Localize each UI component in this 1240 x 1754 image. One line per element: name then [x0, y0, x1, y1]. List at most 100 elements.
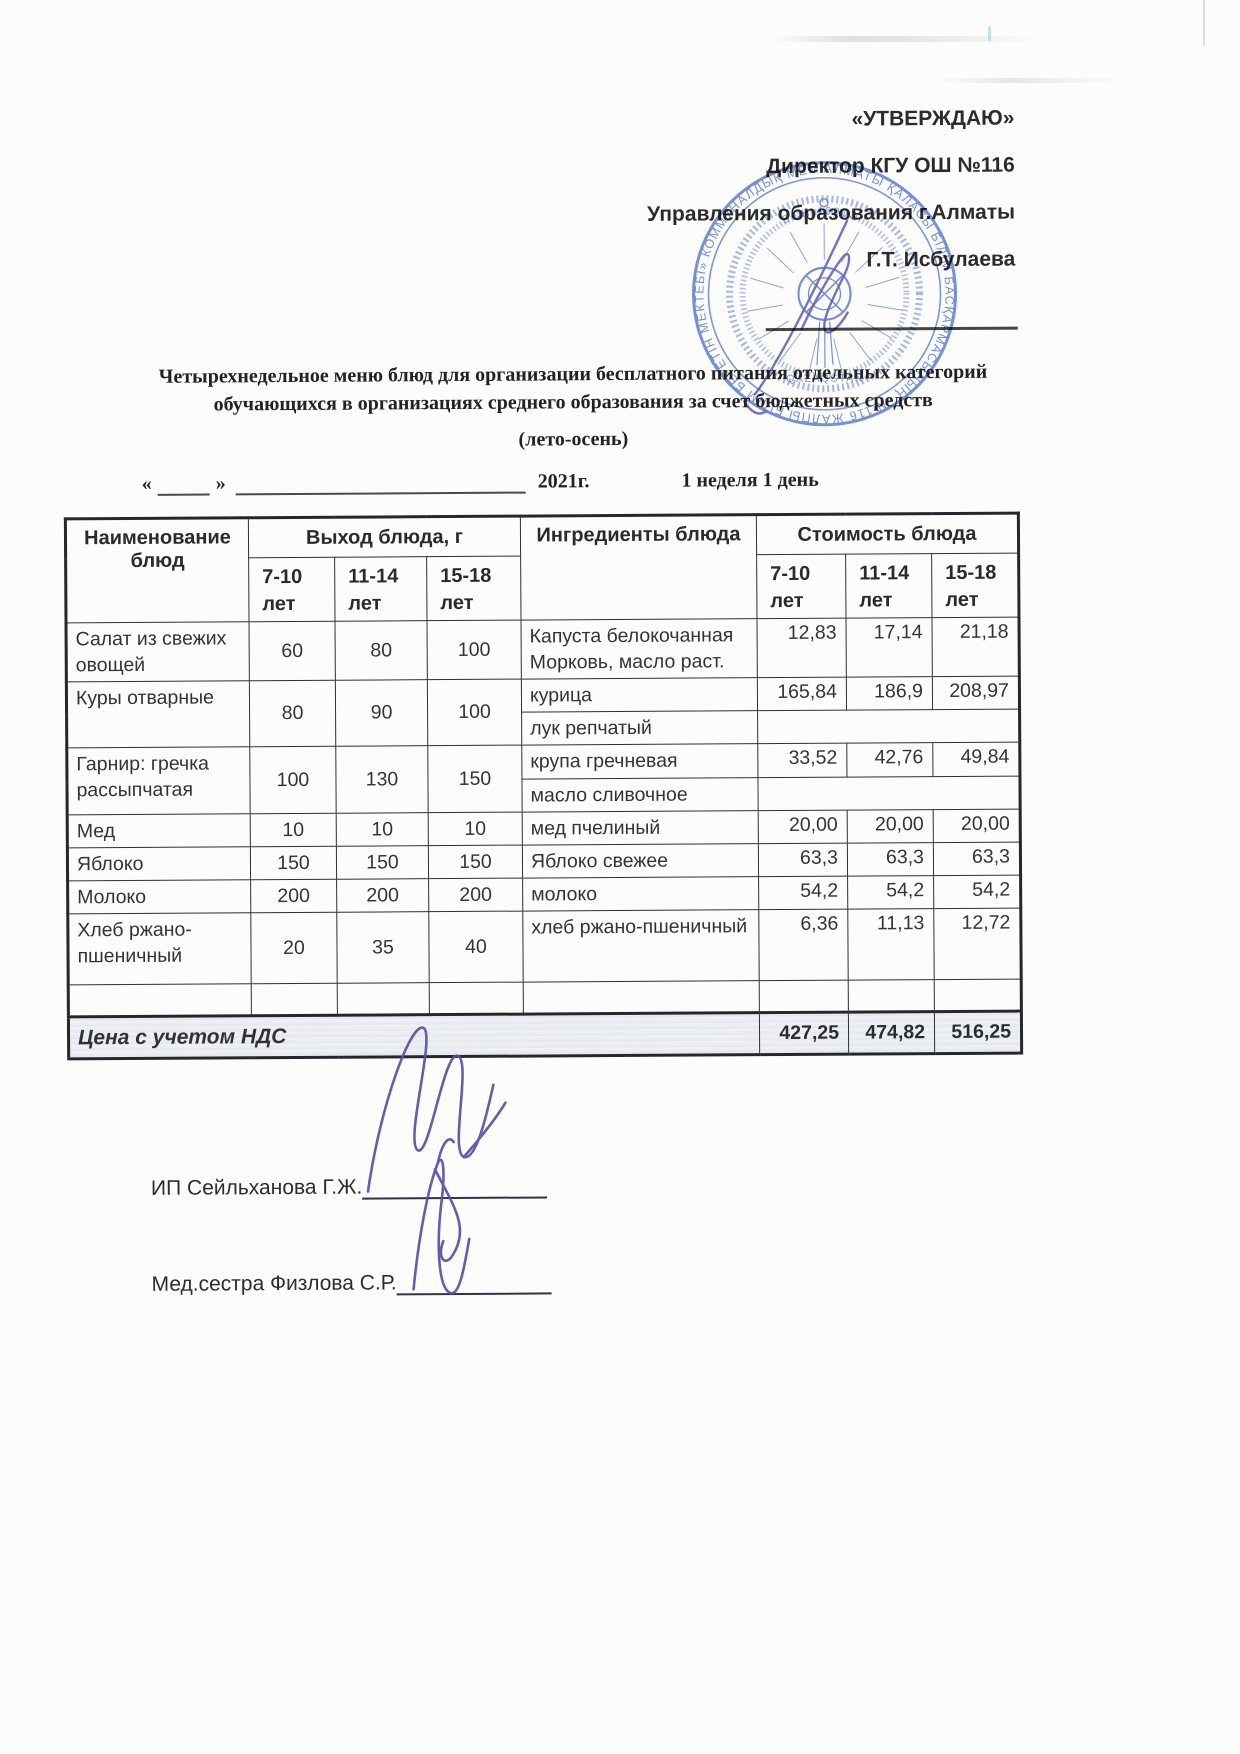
table-row: Гарнир: гречка рассыпчатая 100 130 150 к…	[66, 742, 1020, 815]
output-weight-cell: 80	[249, 680, 336, 747]
cost-cell: 6,36	[758, 909, 849, 981]
cost-cell: 21,18	[931, 617, 1020, 677]
output-weight-cell: 10	[250, 813, 337, 847]
cost-cell: 20,00	[933, 809, 1021, 843]
output-weight-cell: 200	[336, 878, 429, 913]
ingredient-cell: курица	[521, 677, 758, 713]
table-header-row: Наименование блюд Выход блюда, г Ингреди…	[65, 513, 1019, 623]
dish-name-cell: Яблоко	[67, 846, 251, 881]
output-weight-cell: 150	[250, 846, 337, 880]
output-weight-cell: 90	[335, 679, 428, 747]
cost-cell: 49,84	[932, 742, 1020, 777]
table-row: Салат из свежих овощей 60 80 100 Капуста…	[66, 617, 1020, 682]
dish-name-cell: Мед	[67, 813, 251, 848]
ingredient-cell: крупа гречневая	[521, 743, 758, 780]
empty-cell	[68, 983, 252, 1017]
header-output-age-11-14: 11-14 лет	[334, 556, 428, 622]
output-weight-cell: 200	[250, 879, 337, 913]
cost-cell: 63,3	[758, 843, 848, 877]
header-dish-name: Наименование блюд	[65, 517, 250, 623]
output-weight-cell: 40	[428, 911, 524, 983]
cost-cell: 20,00	[847, 809, 934, 844]
menu-table: Наименование блюд Выход блюда, г Ингреди…	[63, 511, 1024, 1061]
output-weight-cell: 150	[336, 845, 429, 880]
cost-cell: 208,97	[932, 676, 1020, 710]
dish-name-cell: Молоко	[67, 879, 251, 914]
table-row: Хлеб ржано-пшеничный 20 35 40 хлеб ржано…	[67, 908, 1022, 985]
cost-cell: 63,3	[933, 842, 1021, 876]
empty-cell	[759, 980, 849, 1013]
svg-text:БСН 40003: БСН 40003	[780, 205, 859, 226]
empty-cell	[757, 776, 1021, 811]
month-blank-line	[235, 473, 526, 496]
ingredient-cell: масло сливочное	[521, 777, 759, 813]
date-row: « » 2021г. 1 неделя 1 день	[142, 469, 819, 496]
cost-cell: 54,2	[933, 875, 1021, 909]
cost-cell: 20,00	[758, 810, 848, 844]
cost-cell: 33,52	[757, 743, 847, 778]
year-label: 2021г.	[537, 470, 590, 493]
date-blank-line	[157, 475, 210, 496]
total-cost-cell: 516,25	[934, 1011, 1022, 1054]
header-cost-age-15-18: 15-18 лет	[931, 553, 1020, 618]
scan-artifact	[935, 78, 1125, 83]
ingredient-cell: Капуста белокочанная Морковь, масло раст…	[521, 618, 758, 680]
seal-inner-ring	[707, 176, 942, 411]
dish-name-cell: Куры отварные	[66, 680, 250, 748]
ingredient-cell: молоко	[522, 876, 759, 912]
school-seal-stamp: АЛМАТЫ ҚАЛАСЫ БІЛІМ БАСҚАРМАСЫНЫҢ «№116 …	[669, 138, 981, 450]
cost-cell: 12,72	[933, 908, 1022, 980]
seal-country-text: QAZAQSTAN	[786, 373, 864, 385]
output-weight-cell: 150	[427, 745, 523, 813]
cost-cell: 42,76	[846, 742, 933, 778]
cost-cell: 11,13	[847, 908, 935, 981]
ingredient-cell: Яблоко свежее	[522, 843, 759, 879]
header-cost: Стоимость блюда	[756, 513, 1019, 555]
cost-cell: 54,2	[758, 876, 848, 910]
scan-artifact	[1203, 0, 1205, 46]
header-ingredients: Ингредиенты блюда	[520, 514, 757, 621]
dish-name-cell: Гарнир: гречка рассыпчатая	[66, 746, 251, 815]
quote-close: »	[215, 472, 226, 495]
approval-stamp-text: «УТВЕРЖДАЮ»	[851, 106, 1015, 131]
empty-cell	[848, 979, 935, 1013]
output-weight-cell: 100	[249, 746, 337, 814]
header-cost-age-11-14: 11-14 лет	[845, 553, 932, 619]
cost-cell: 12,83	[756, 618, 847, 678]
ingredient-cell: хлеб ржано-пшеничный	[522, 909, 760, 983]
output-weight-cell: 60	[249, 621, 336, 681]
output-weight-cell: 100	[427, 679, 522, 746]
empty-cell	[934, 979, 1022, 1012]
output-weight-cell: 10	[428, 812, 523, 846]
output-weight-cell: 200	[428, 878, 523, 912]
ingredient-cell: лук репчатый	[521, 710, 758, 746]
seal-outer-ring	[692, 161, 958, 427]
header-cost-age-7-10: 7-10 лет	[756, 554, 846, 619]
seal-bsn-text: БСН 40003	[780, 205, 859, 226]
season-subtitle: (лето-осень)	[518, 427, 629, 451]
output-weight-cell: 100	[427, 620, 522, 680]
output-weight-cell: 35	[336, 911, 430, 984]
scan-artifact	[988, 26, 991, 41]
cost-cell: 17,14	[845, 617, 933, 678]
week-day-label: 1 неделя 1 день	[681, 468, 819, 492]
output-weight-cell: 80	[335, 620, 428, 681]
cost-cell: 165,84	[757, 677, 847, 711]
quote-open: «	[141, 472, 152, 495]
scan-artifact	[770, 36, 1040, 42]
cost-cell: 54,2	[847, 875, 934, 910]
header-output-age-15-18: 15-18 лет	[426, 556, 522, 621]
handwritten-signature	[322, 990, 604, 1332]
pen-signature-stroke	[742, 219, 851, 415]
cost-cell: 186,9	[846, 676, 933, 711]
header-output: Выход блюда, г	[248, 516, 521, 558]
output-weight-cell: 20	[250, 912, 338, 984]
output-weight-cell: 130	[335, 745, 429, 814]
empty-cell	[757, 709, 1020, 744]
output-weight-cell: 150	[428, 845, 523, 879]
total-cost-cell: 474,82	[848, 1011, 935, 1055]
header-output-age-7-10: 7-10 лет	[248, 557, 336, 622]
document-title: Четырехнедельное меню блюд для организац…	[53, 357, 1093, 419]
